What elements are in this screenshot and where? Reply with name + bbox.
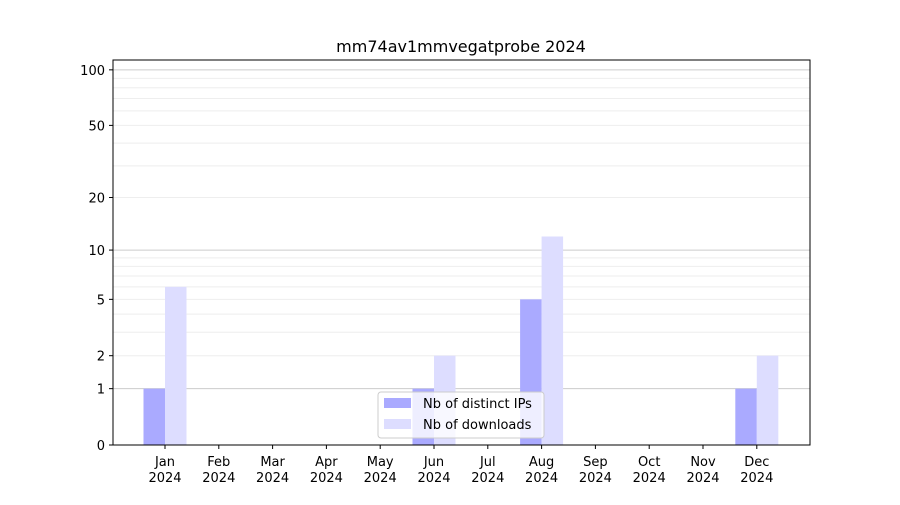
- y-tick-label: 100: [80, 64, 105, 79]
- bar-downloads: [756, 355, 779, 445]
- x-tick-label: Mar 2024: [256, 455, 289, 486]
- legend-swatch: [384, 419, 411, 429]
- x-tick-label: Oct 2024: [633, 455, 666, 486]
- legend: [377, 391, 545, 439]
- y-tick-label: 50: [88, 119, 105, 134]
- x-tick-label: Feb 2024: [202, 455, 235, 486]
- x-tick-label: Jul 2024: [471, 455, 504, 486]
- plot-frame: [112, 59, 811, 446]
- y-tick-label: 10: [88, 244, 105, 259]
- x-tick-label: May 2024: [364, 455, 397, 486]
- x-tick-label: Sep 2024: [579, 455, 612, 486]
- x-tick-label: Dec 2024: [740, 455, 773, 486]
- bar-distinct-ips: [143, 388, 165, 445]
- bar-downloads: [165, 286, 187, 445]
- x-tick-label: Nov 2024: [686, 455, 719, 486]
- x-tick-label: Jun 2024: [417, 455, 450, 486]
- y-tick-label: 20: [88, 192, 105, 207]
- chart-title: mm74av1mmvegatprobe 2024: [336, 37, 586, 56]
- x-tick-label: Jan 2024: [148, 455, 181, 486]
- x-tick-label: Aug 2024: [525, 455, 558, 486]
- y-tick-label: 5: [97, 293, 105, 308]
- legend-label: Nb of distinct IPs: [423, 397, 532, 412]
- x-tick-label: Apr 2024: [310, 455, 343, 486]
- bar-downloads: [541, 236, 564, 445]
- y-tick-label: 1: [97, 383, 105, 398]
- y-tick-label: 0: [97, 439, 105, 454]
- y-tick-label: 2: [97, 350, 105, 365]
- legend-swatch: [384, 398, 411, 408]
- bar-distinct-ips: [735, 388, 757, 445]
- legend-label: Nb of downloads: [423, 418, 532, 433]
